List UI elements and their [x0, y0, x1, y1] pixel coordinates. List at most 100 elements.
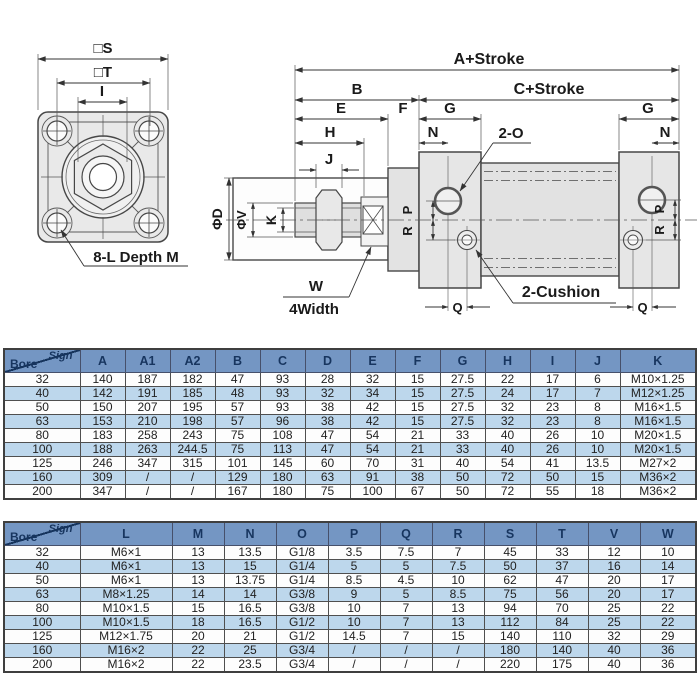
column-header-E: E	[349, 348, 396, 373]
dim-label-s: □S	[93, 40, 112, 57]
cell-S: 94	[483, 601, 537, 616]
column-header-T: T	[535, 521, 589, 546]
cell-P: /	[327, 657, 381, 673]
cell-L: M12×1.75	[79, 629, 173, 644]
bore-cell: 32	[3, 545, 81, 560]
bore-cell: 125	[3, 456, 81, 471]
table-row-bore-160: 160 309//129 180 63 91 38 50 72 50 15 M36×2	[3, 470, 697, 485]
cell-D: 60	[304, 456, 351, 471]
cell-D: 28	[304, 372, 351, 387]
cell-S: 50	[483, 559, 537, 574]
cell-P: 8.5	[327, 573, 381, 588]
cell-F: 15	[394, 372, 441, 387]
dim-label-f: F	[398, 100, 407, 117]
cell-H: 72	[484, 484, 531, 500]
cell-V: 40	[587, 643, 641, 658]
table-row-bore-80: 80 M10×1.5 15 16.5 G3/8 10 7 13 94 70 25 22	[3, 601, 697, 616]
cell-A1: 210	[124, 414, 171, 429]
cell-H: 32	[484, 400, 531, 415]
dim-label-j: J	[325, 151, 333, 168]
cell-E: 91	[349, 470, 396, 485]
cell-E: 42	[349, 414, 396, 429]
cell-S: 140	[483, 629, 537, 644]
table-row-bore-50: 50 150 207 195 57 93 38 42 15 27.5 32 23 8 M16×1.5	[3, 400, 697, 415]
cell-O: G3/4	[275, 643, 329, 658]
bore-cell: 63	[3, 414, 81, 429]
cell-R: /	[431, 657, 485, 673]
cell-R: 13	[431, 615, 485, 630]
cushion-screw	[454, 229, 480, 251]
table-header-row: Sign Bore L M N O P Q R S T V W	[3, 521, 697, 546]
dim-label-phi-v: ΦV	[234, 210, 249, 230]
cell-A: 347	[79, 484, 126, 500]
bore-cell: 80	[3, 601, 81, 616]
cell-W: 17	[639, 587, 697, 602]
cell-C: 93	[259, 372, 306, 387]
cell-C: 93	[259, 400, 306, 415]
cell-A: 183	[79, 428, 126, 443]
cell-L: M6×1	[79, 573, 173, 588]
cell-E: 54	[349, 428, 396, 443]
column-header-I: I	[529, 348, 576, 373]
cell-N: 16.5	[223, 615, 277, 630]
cell-H: 32	[484, 414, 531, 429]
cell-K: M20×1.5	[619, 442, 697, 457]
cell-I: 17	[529, 372, 576, 387]
bore-cell: 200	[3, 484, 81, 500]
cell-Q: 4.5	[379, 573, 433, 588]
cell-F: 21	[394, 428, 441, 443]
cell-I: 50	[529, 470, 576, 485]
cell-T: 70	[535, 601, 589, 616]
cell-A1: 347	[124, 456, 171, 471]
bore-cell: 100	[3, 442, 81, 457]
cell-C: 96	[259, 414, 306, 429]
cell-O: G3/8	[275, 601, 329, 616]
dim-label-g-right: G	[642, 100, 654, 117]
cell-J: 6	[574, 372, 621, 387]
piston-rod-front	[88, 162, 118, 192]
table-row-bore-100: 100 188 263 244.5 75 113 47 54 21 33 40 26 10 M20×1.5	[3, 442, 697, 457]
dimension-table-1: Sign Bore A A1 A2 B C D E F G H I J K 32 140 187 182 47 93 28…	[3, 348, 697, 500]
cell-E: 70	[349, 456, 396, 471]
cell-C: 93	[259, 386, 306, 401]
cell-F: 15	[394, 414, 441, 429]
dim-label-q-right: Q	[637, 300, 647, 315]
cell-R: 13	[431, 601, 485, 616]
cell-L: M6×1	[79, 559, 173, 574]
cell-G: 27.5	[439, 414, 486, 429]
bore-cell: 100	[3, 615, 81, 630]
bore-cell: 160	[3, 470, 81, 485]
cell-K: M36×2	[619, 484, 697, 500]
cell-S: 75	[483, 587, 537, 602]
column-header-R: R	[431, 521, 485, 546]
cell-A1: 191	[124, 386, 171, 401]
bore-cell: 32	[3, 372, 81, 387]
cell-M: 22	[171, 657, 225, 673]
cell-M: 14	[171, 587, 225, 602]
cell-K: M27×2	[619, 456, 697, 471]
column-header-J: J	[574, 348, 621, 373]
cell-W: 22	[639, 615, 697, 630]
dim-label-phi-d: ΦD	[209, 208, 225, 230]
cell-G: 33	[439, 442, 486, 457]
cell-I: 55	[529, 484, 576, 500]
cell-G: 40	[439, 456, 486, 471]
cell-S: 62	[483, 573, 537, 588]
cell-H: 24	[484, 386, 531, 401]
cell-P: 14.5	[327, 629, 381, 644]
cell-K: M12×1.25	[619, 386, 697, 401]
cell-I: 23	[529, 400, 576, 415]
cell-A2: 185	[169, 386, 216, 401]
cell-B: 101	[214, 456, 261, 471]
dim-label-e: E	[336, 100, 346, 117]
cell-J: 18	[574, 484, 621, 500]
cell-O: G1/2	[275, 629, 329, 644]
front-collar	[387, 167, 420, 272]
cell-G: 33	[439, 428, 486, 443]
cell-Q: 7	[379, 629, 433, 644]
dim-label-r-left: R	[400, 226, 415, 236]
cell-R: 7	[431, 545, 485, 560]
cell-E: 42	[349, 400, 396, 415]
cell-Q: 5	[379, 559, 433, 574]
cell-C: 113	[259, 442, 306, 457]
